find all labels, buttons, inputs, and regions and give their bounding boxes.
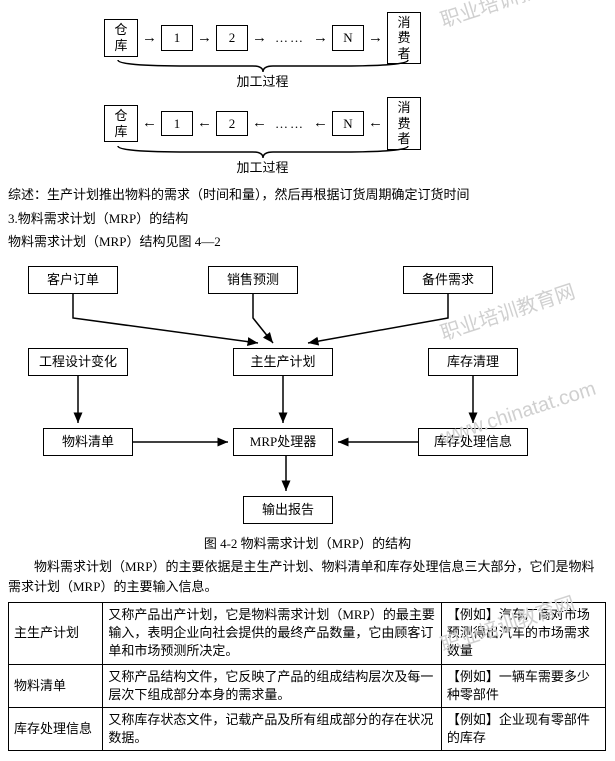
flow-node-n_output: 输出报告 bbox=[243, 496, 333, 524]
table-cell-example: 【例如】一辆车需要多少种零部件 bbox=[441, 664, 605, 707]
flow-node-n_bom: 物料清单 bbox=[43, 428, 133, 456]
table-cell-label: 库存处理信息 bbox=[9, 707, 103, 750]
warehouse-box: 仓 库 bbox=[104, 105, 138, 142]
mrp-input-table: 主生产计划又称产品出产计划，它是物料需求计划（MRP）的最主要输入，表明企业向社… bbox=[8, 602, 606, 751]
warehouse-box: 仓 库 bbox=[104, 19, 138, 56]
flow-node-n_spare: 备件需求 bbox=[403, 266, 493, 294]
arrow-icon: → bbox=[309, 27, 332, 50]
process-row: 仓 库 → 1 → 2 → …… → N → 消 费 者 bbox=[38, 14, 487, 62]
consumer-box: 消 费 者 bbox=[387, 97, 421, 150]
table-row: 库存处理信息又称库存状态文件，记载产品及所有组成部分的存在状况数据。【例如】企业… bbox=[9, 707, 606, 750]
mrp-flowchart: 客户订单 销售预测 备件需求工程设计变化 主生产计划 库存清理物料清单 MRP处理器 库存处… bbox=[8, 258, 603, 528]
table-cell-label: 主生产计划 bbox=[9, 603, 103, 665]
consumer-box: 消 费 者 bbox=[387, 12, 421, 65]
process-diagram-reverse: 仓 库 ← 1 ← 2 ← …… ← N ← 消 费 者 加工过程 bbox=[8, 100, 607, 178]
table-cell-desc: 又称库存状态文件，记载产品及所有组成部分的存在状况数据。 bbox=[103, 707, 442, 750]
section-line: 物料需求计划（MRP）结构见图 4—2 bbox=[8, 232, 607, 252]
table-row: 主生产计划又称产品出产计划，它是物料需求计划（MRP）的最主要输入，表明企业向社… bbox=[9, 603, 606, 665]
flow-node-n_invclr: 库存清理 bbox=[428, 348, 518, 376]
summary-text: 综述：生产计划推出物料的需求（时间和量），然后再根据订货周期确定订货时间 bbox=[8, 185, 607, 205]
after-caption-text: 物料需求计划（MRP）的主要依据是主生产计划、物料清单和库存处理信息三大部分，它… bbox=[8, 557, 607, 596]
arrow-icon: → bbox=[138, 27, 161, 50]
table-cell-desc: 又称产品出产计划，它是物料需求计划（MRP）的最主要输入，表明企业向社会提供的最… bbox=[103, 603, 442, 665]
flow-node-n_mrp: MRP处理器 bbox=[233, 428, 333, 456]
process-row: 仓 库 ← 1 ← 2 ← …… ← N ← 消 费 者 bbox=[38, 100, 487, 148]
arrow-icon: ← bbox=[364, 112, 387, 135]
flowchart-lines bbox=[8, 258, 603, 528]
arrow-icon: → bbox=[193, 27, 216, 50]
step-box: N bbox=[332, 111, 364, 137]
arrow-icon: → bbox=[364, 27, 387, 50]
table-cell-example: 【例如】汽车厂商对市场预测得出汽车的市场需求数量 bbox=[441, 603, 605, 665]
section-title: 3.物料需求计划（MRP）的结构 bbox=[8, 209, 607, 229]
step-box: 2 bbox=[216, 111, 248, 137]
flow-node-n_order: 客户订单 bbox=[28, 266, 118, 294]
process-diagram-forward: 仓 库 → 1 → 2 → …… → N → 消 费 者 加工过程 bbox=[8, 14, 607, 92]
process-label: 加工过程 bbox=[38, 158, 487, 178]
flow-node-n_invinfo: 库存处理信息 bbox=[418, 428, 528, 456]
table-cell-label: 物料清单 bbox=[9, 664, 103, 707]
figure-caption: 图 4-2 物料需求计划（MRP）的结构 bbox=[8, 534, 607, 554]
flow-node-n_mps: 主生产计划 bbox=[233, 348, 333, 376]
step-box: 1 bbox=[161, 111, 193, 137]
table-cell-desc: 又称产品结构文件，它反映了产品的组成结构层次及每一层次下组成部分本身的需求量。 bbox=[103, 664, 442, 707]
process-label: 加工过程 bbox=[38, 72, 487, 92]
table-cell-example: 【例如】企业现有零部件的库存 bbox=[441, 707, 605, 750]
arrow-icon: ← bbox=[193, 112, 216, 135]
table-row: 物料清单又称产品结构文件，它反映了产品的组成结构层次及每一层次下组成部分本身的需… bbox=[9, 664, 606, 707]
ellipsis: …… bbox=[271, 28, 309, 48]
arrow-icon: ← bbox=[248, 112, 271, 135]
arrow-icon: ← bbox=[309, 112, 332, 135]
flow-node-n_engchg: 工程设计变化 bbox=[28, 348, 128, 376]
step-box: 1 bbox=[161, 25, 193, 51]
arrow-icon: ← bbox=[138, 112, 161, 135]
step-box: 2 bbox=[216, 25, 248, 51]
step-box: N bbox=[332, 25, 364, 51]
flow-node-n_forecast: 销售预测 bbox=[208, 266, 298, 294]
arrow-icon: → bbox=[248, 27, 271, 50]
ellipsis: …… bbox=[271, 114, 309, 134]
